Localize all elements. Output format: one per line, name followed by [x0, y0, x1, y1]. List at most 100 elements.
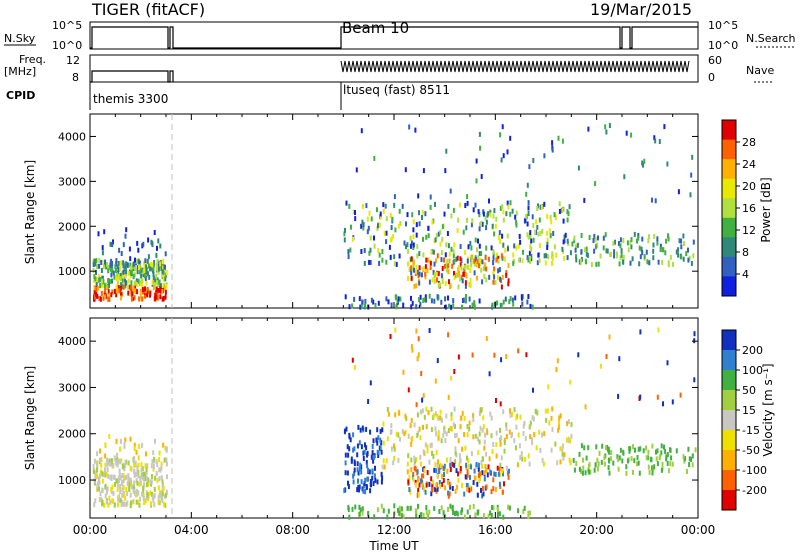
echo-cell — [118, 458, 121, 464]
echo-cell — [101, 278, 104, 284]
echo-cell — [481, 463, 483, 469]
echo-cell — [447, 263, 450, 269]
nave-label: Nave — [746, 64, 774, 77]
echo-cell — [423, 468, 426, 474]
echo-cell — [450, 416, 453, 422]
echo-cell — [443, 429, 446, 434]
echo-cell — [390, 423, 393, 429]
echo-cell — [459, 244, 462, 249]
echo-cell — [630, 456, 633, 462]
echo-cell — [403, 240, 406, 246]
echo-cell — [415, 402, 418, 408]
echo-cell — [124, 459, 127, 465]
echo-cell — [133, 446, 136, 451]
echo-cell — [468, 296, 471, 302]
echo-cell — [154, 281, 157, 287]
echo-cell — [399, 507, 402, 513]
echo-cell — [95, 264, 98, 269]
echo-cell — [429, 265, 432, 270]
echo-cell — [527, 211, 530, 216]
echo-cell — [439, 415, 442, 421]
echo-cell — [543, 431, 546, 437]
echo-cell — [441, 275, 444, 281]
echo-cell — [123, 266, 126, 272]
echo-cell — [558, 415, 561, 421]
echo-cell — [152, 275, 155, 281]
echo-cell — [93, 278, 96, 283]
echo-cell — [482, 424, 485, 430]
echo-cell — [103, 291, 106, 296]
echo-cell — [95, 282, 98, 288]
x-tick-label: 04:00 — [174, 523, 209, 537]
echo-cell — [157, 238, 160, 244]
echo-cell — [682, 233, 685, 239]
echo-cell — [458, 270, 461, 276]
echo-cell — [447, 428, 450, 433]
echo-cell — [393, 202, 396, 208]
echo-cell — [139, 288, 142, 294]
echo-cell — [473, 261, 476, 267]
colorbar-swatch — [722, 370, 736, 391]
echo-cell — [440, 464, 443, 470]
echo-cell — [138, 260, 141, 266]
echo-cell — [109, 474, 112, 480]
echo-cell — [472, 207, 475, 213]
colorbar-frame — [721, 329, 737, 511]
echo-cell — [126, 500, 129, 506]
echo-cell — [381, 475, 384, 481]
echo-cell — [103, 229, 106, 235]
echo-cell — [690, 261, 693, 266]
echo-cell — [492, 260, 495, 266]
echo-cell — [118, 247, 121, 253]
echo-cell — [558, 209, 561, 214]
echo-cell — [134, 492, 137, 498]
echo-cell — [154, 475, 157, 481]
echo-cell — [618, 261, 621, 267]
echo-cell — [377, 300, 380, 306]
echo-cell — [407, 275, 409, 281]
echo-cell — [595, 261, 598, 267]
echo-cell — [354, 504, 357, 510]
echo-cell — [493, 352, 496, 358]
echo-cell — [551, 260, 553, 266]
cpid-label: CPID — [6, 89, 35, 102]
echo-cell — [490, 415, 493, 421]
echo-cell — [151, 262, 154, 268]
echo-cell — [457, 284, 460, 290]
echo-cell — [455, 272, 458, 278]
echo-cell — [511, 412, 513, 417]
echo-cell — [463, 514, 466, 520]
echo-cell — [404, 167, 407, 173]
echo-cell — [401, 203, 404, 209]
echo-cell — [511, 432, 513, 437]
echo-cell — [155, 286, 158, 292]
echo-cell — [433, 261, 436, 267]
echo-cell — [563, 255, 566, 261]
echo-cell — [525, 213, 528, 219]
echo-cell — [464, 280, 467, 286]
echo-cell — [505, 211, 508, 217]
echo-cell — [575, 461, 578, 466]
echo-cell — [125, 263, 127, 269]
echo-cell — [124, 437, 127, 443]
echo-cell — [147, 263, 150, 269]
echo-cell — [151, 491, 153, 497]
echo-cell — [419, 454, 422, 460]
echo-cell — [409, 489, 412, 495]
echo-cell — [540, 205, 543, 210]
echo-cell — [505, 422, 508, 428]
echo-cell — [656, 448, 659, 454]
echo-cell — [514, 214, 517, 220]
echo-cell — [476, 510, 479, 516]
echo-cell — [664, 448, 667, 454]
echo-cell — [164, 251, 167, 257]
echo-cell — [348, 203, 351, 209]
echo-cell — [529, 230, 532, 236]
echo-cell — [134, 266, 137, 272]
echo-cell — [432, 413, 435, 419]
echo-cell — [532, 158, 535, 163]
echo-cell — [688, 462, 691, 468]
echo-cell — [553, 212, 556, 218]
echo-cell — [453, 369, 456, 374]
echo-cell — [421, 209, 424, 215]
